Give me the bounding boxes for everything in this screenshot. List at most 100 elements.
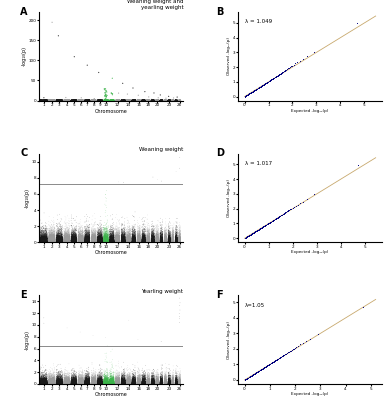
Point	[85, 97, 91, 104]
Point	[119, 239, 126, 246]
Point	[151, 231, 158, 237]
Point	[120, 374, 126, 380]
Point	[66, 373, 73, 379]
Point	[83, 236, 89, 242]
Point	[110, 236, 116, 242]
Point	[122, 232, 128, 238]
Point	[163, 235, 169, 241]
Point	[83, 380, 90, 387]
Point	[98, 236, 104, 242]
Point	[83, 379, 89, 386]
Point	[134, 375, 140, 382]
Point	[142, 380, 148, 387]
Point	[119, 381, 125, 387]
Point	[92, 238, 98, 245]
Point	[124, 239, 130, 245]
Point	[170, 236, 176, 242]
Point	[155, 378, 161, 384]
Point	[82, 378, 89, 384]
Point	[73, 238, 80, 244]
Point	[127, 231, 133, 238]
Point	[98, 377, 104, 384]
Point	[102, 235, 108, 242]
Point	[162, 372, 168, 378]
Point	[107, 238, 113, 244]
Point	[176, 380, 183, 386]
Point	[119, 237, 126, 244]
Point	[96, 376, 103, 382]
Point	[245, 92, 251, 98]
Point	[125, 233, 131, 240]
Point	[80, 238, 86, 245]
Point	[140, 377, 147, 383]
Point	[89, 235, 96, 242]
Point	[76, 237, 83, 244]
Point	[99, 380, 105, 386]
Point	[111, 238, 117, 244]
Point	[169, 238, 175, 244]
Point	[126, 239, 132, 245]
Point	[104, 374, 110, 381]
Point	[91, 237, 97, 244]
Point	[84, 381, 90, 387]
Point	[125, 376, 131, 382]
Point	[142, 378, 148, 384]
Point	[110, 379, 116, 386]
Point	[140, 378, 146, 385]
Point	[82, 379, 89, 385]
Point	[155, 237, 161, 244]
Point	[142, 235, 148, 241]
Point	[149, 380, 156, 387]
Point	[170, 225, 177, 232]
Point	[154, 237, 160, 244]
Point	[137, 238, 144, 244]
Point	[97, 380, 103, 386]
Point	[65, 380, 71, 386]
Point	[158, 224, 164, 231]
Point	[165, 380, 171, 387]
Point	[58, 97, 64, 104]
Point	[132, 377, 138, 384]
Point	[71, 372, 77, 379]
Point	[87, 236, 93, 242]
Point	[80, 232, 86, 238]
Point	[150, 376, 156, 382]
Point	[173, 236, 179, 243]
Point	[128, 237, 134, 243]
Point	[85, 380, 91, 387]
Point	[134, 238, 140, 245]
Point	[95, 236, 101, 242]
Point	[137, 372, 144, 378]
Point	[173, 216, 179, 222]
Point	[66, 380, 72, 386]
Point	[145, 380, 151, 387]
Point	[57, 238, 64, 245]
Point	[69, 377, 76, 384]
Point	[111, 97, 117, 104]
Point	[114, 379, 120, 385]
Point	[114, 237, 121, 244]
Point	[40, 376, 46, 382]
Point	[139, 233, 145, 240]
Point	[53, 235, 60, 241]
Point	[101, 235, 107, 241]
Point	[71, 238, 77, 244]
Point	[95, 378, 101, 385]
Point	[58, 380, 64, 386]
Point	[48, 97, 54, 104]
Point	[43, 97, 49, 104]
Point	[96, 238, 102, 245]
Point	[59, 238, 66, 244]
Point	[97, 239, 103, 245]
Point	[149, 376, 155, 382]
Point	[130, 378, 136, 384]
Point	[145, 378, 151, 384]
Point	[136, 380, 143, 386]
Point	[126, 376, 133, 382]
Point	[55, 380, 62, 386]
Point	[161, 97, 167, 104]
Point	[57, 376, 63, 382]
Point	[121, 378, 128, 385]
Point	[177, 378, 184, 384]
Point	[172, 380, 179, 387]
